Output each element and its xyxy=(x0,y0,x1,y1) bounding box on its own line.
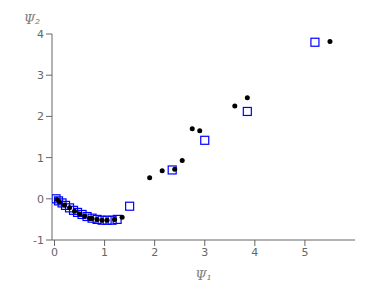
svg-text:Ψ₂: Ψ₂ xyxy=(24,12,41,27)
svg-text:3: 3 xyxy=(37,69,44,82)
svg-text:5: 5 xyxy=(301,246,308,259)
svg-text:2: 2 xyxy=(37,110,44,123)
svg-text:4: 4 xyxy=(251,246,258,259)
svg-text:1: 1 xyxy=(101,246,108,259)
svg-text:-1: -1 xyxy=(33,234,44,247)
svg-text:1: 1 xyxy=(37,152,44,165)
svg-text:4: 4 xyxy=(37,28,44,41)
svg-text:Ψ₁: Ψ₁ xyxy=(195,268,212,283)
svg-text:0: 0 xyxy=(37,193,44,206)
svg-text:2: 2 xyxy=(151,246,158,259)
svg-text:3: 3 xyxy=(201,246,208,259)
svg-text:0: 0 xyxy=(51,246,58,259)
